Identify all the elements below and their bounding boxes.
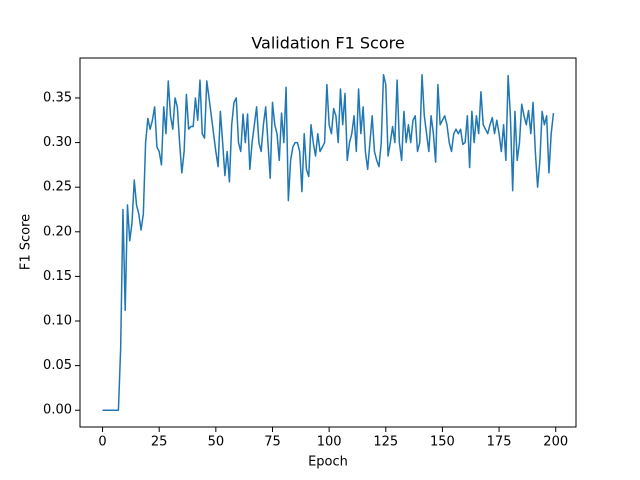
y-tick-label: 0.35 (43, 90, 72, 105)
x-tick-label: 50 (208, 435, 225, 450)
x-axis-label: Epoch (308, 455, 348, 470)
y-tick-label: 0.00 (43, 403, 72, 418)
y-tick-label: 0.10 (43, 314, 72, 329)
data-line (102, 74, 555, 411)
x-tick-label: 200 (543, 435, 568, 450)
y-tick-label: 0.20 (43, 224, 72, 239)
y-tick-label: 0.15 (43, 269, 72, 284)
x-tick-label: 125 (373, 435, 398, 450)
x-tick-label: 25 (151, 435, 168, 450)
x-tick-label: 150 (430, 435, 455, 450)
chart-title: Validation F1 Score (251, 34, 404, 53)
y-axis-label: F1 Score (19, 214, 34, 270)
x-tick-label: 0 (98, 435, 106, 450)
y-tick-label: 0.30 (43, 135, 72, 150)
x-tick-label: 175 (487, 435, 512, 450)
y-tick-label: 0.25 (43, 180, 72, 195)
x-tick-label: 75 (264, 435, 281, 450)
plot-frame (79, 57, 577, 428)
x-tick-label: 100 (317, 435, 342, 450)
y-tick-label: 0.05 (43, 358, 72, 373)
